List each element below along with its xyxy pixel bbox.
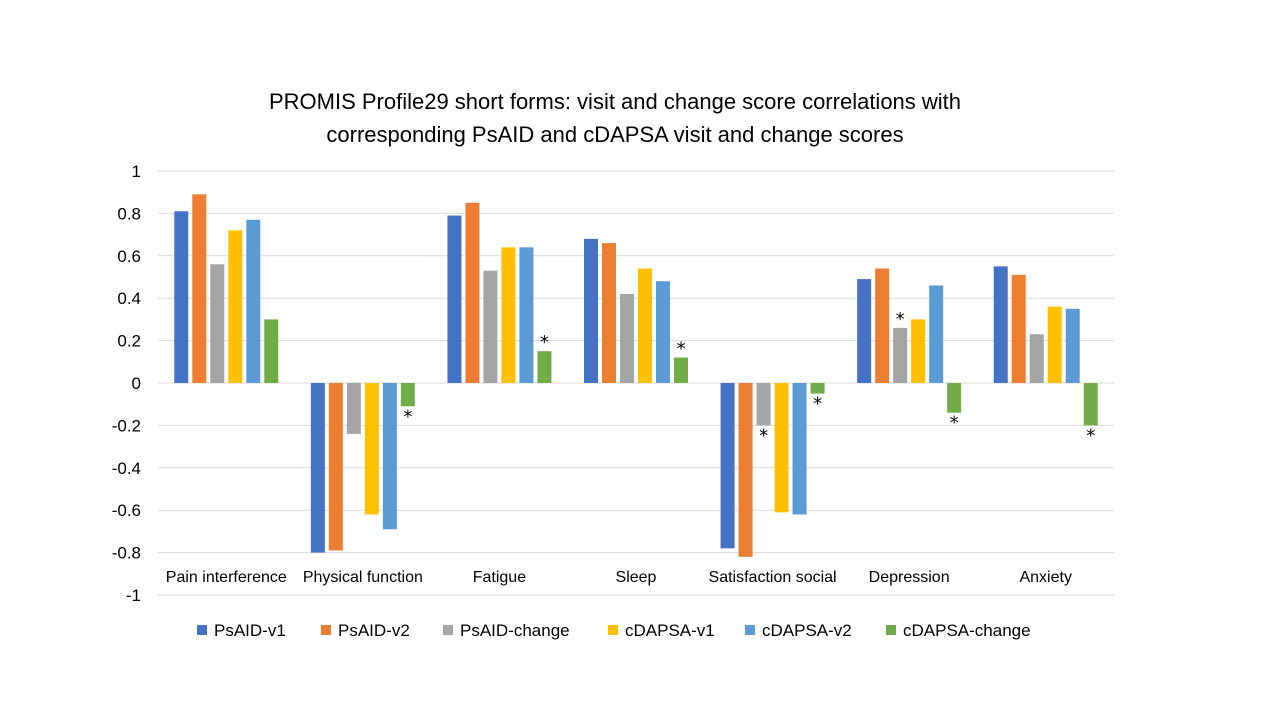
legend-swatch — [608, 625, 618, 635]
bar-psaid-change — [756, 383, 771, 426]
y-tick-label: 0 — [132, 374, 141, 393]
x-category-label: Anxiety — [1019, 569, 1071, 586]
bar-psaid-change — [483, 270, 498, 383]
y-tick-label: 0.2 — [117, 332, 141, 351]
bar-psaid-v1 — [993, 266, 1008, 383]
y-tick-label: 0.8 — [117, 204, 141, 223]
bar-psaid-v2 — [1011, 274, 1026, 383]
bar-cdapsa-change — [400, 383, 415, 407]
bar-cdapsa-change — [810, 383, 825, 394]
chart-title: PROMIS Profile29 short forms: visit and … — [269, 89, 961, 147]
significance-marker: * — [813, 394, 822, 415]
chart-title-line-1: PROMIS Profile29 short forms: visit and … — [269, 89, 961, 114]
bar-psaid-v1 — [310, 383, 325, 553]
bar-cdapsa-v2 — [519, 247, 534, 383]
x-category-label: Satisfaction social — [709, 569, 837, 586]
legend-label: PsAID-v1 — [214, 621, 286, 640]
x-category-label: Physical function — [303, 569, 423, 586]
bar-cdapsa-change — [264, 319, 279, 383]
bar-psaid-v2 — [465, 202, 480, 383]
y-tick-label: -1 — [126, 586, 141, 605]
y-axis-ticks: 1 0.8 0.6 0.4 0.2 0 -0.2 -0.4 -0.6 -0.8 -1 — [112, 162, 141, 605]
gridlines — [158, 170, 1114, 596]
y-tick-label: -0.4 — [112, 459, 141, 478]
bar-cdapsa-v1 — [501, 247, 516, 383]
y-tick-label: -0.2 — [112, 416, 141, 435]
bar-cdapsa-v1 — [774, 383, 789, 513]
bar-psaid-v2 — [875, 268, 890, 383]
bar-psaid-change — [620, 293, 634, 383]
legend-swatch — [197, 625, 207, 635]
x-category-label: Depression — [869, 569, 950, 586]
x-category-label: Pain interference — [166, 569, 287, 586]
bars — [174, 194, 1098, 557]
bar-cdapsa-v2 — [792, 383, 807, 515]
bar-psaid-v1 — [584, 238, 598, 383]
y-tick-label: -0.8 — [112, 544, 141, 563]
x-category-label: Fatigue — [473, 569, 526, 586]
bar-psaid-change — [210, 264, 225, 383]
bar-cdapsa-v2 — [1065, 308, 1080, 383]
significance-marker: * — [540, 332, 549, 353]
y-tick-label: 0.4 — [117, 289, 141, 308]
bar-psaid-v2 — [192, 194, 207, 383]
annotations: * * * * * * * * — [403, 309, 1095, 447]
legend-label: cDAPSA-change — [903, 621, 1031, 640]
legend-swatch — [886, 625, 896, 635]
legend-label: PsAID-change — [460, 621, 570, 640]
legend-label: cDAPSA-v1 — [625, 621, 715, 640]
bar-psaid-change — [1029, 334, 1044, 383]
legend: PsAID-v1 PsAID-v2 PsAID-change cDAPSA-v1 cDA… — [197, 621, 1031, 640]
bar-cdapsa-v1 — [911, 319, 926, 383]
bar-cdapsa-v2 — [382, 383, 397, 530]
bar-cdapsa-v2 — [656, 281, 670, 383]
bar-psaid-change — [346, 383, 361, 434]
legend-label: cDAPSA-v2 — [762, 621, 852, 640]
bar-cdapsa-change — [947, 383, 962, 413]
x-category-label: Sleep — [616, 569, 657, 586]
legend-label: PsAID-v2 — [338, 621, 410, 640]
significance-marker: * — [403, 406, 412, 427]
bar-psaid-v2 — [738, 383, 753, 557]
y-tick-label: -0.6 — [112, 501, 141, 520]
bar-cdapsa-v1 — [638, 268, 652, 383]
significance-marker: * — [896, 309, 905, 330]
bar-psaid-change — [893, 327, 908, 383]
chart-title-line-2: corresponding PsAID and cDAPSA visit and… — [326, 122, 903, 147]
significance-marker: * — [950, 413, 959, 434]
y-tick-label: 0.6 — [117, 247, 141, 266]
bar-cdapsa-change — [674, 357, 688, 383]
bar-cdapsa-v1 — [228, 230, 243, 383]
bar-psaid-v2 — [602, 243, 616, 383]
bar-psaid-v2 — [328, 383, 343, 551]
x-axis-categories: Pain interference Physical function Fatigu… — [166, 569, 1072, 586]
bar-psaid-v1 — [857, 279, 872, 383]
bar-cdapsa-v1 — [1047, 306, 1062, 383]
bar-cdapsa-change — [1083, 383, 1098, 426]
bar-psaid-v1 — [174, 211, 189, 383]
bar-cdapsa-v1 — [364, 383, 379, 515]
bar-cdapsa-change — [537, 351, 552, 383]
bar-psaid-v1 — [720, 383, 735, 549]
legend-swatch — [321, 625, 331, 635]
significance-marker: * — [677, 339, 686, 360]
legend-swatch — [745, 625, 755, 635]
bar-psaid-v1 — [447, 215, 462, 383]
significance-marker: * — [1086, 425, 1095, 446]
significance-marker: * — [759, 425, 768, 446]
bar-cdapsa-v2 — [929, 285, 944, 383]
bar-cdapsa-v2 — [246, 219, 261, 383]
legend-swatch — [443, 625, 453, 635]
y-tick-label: 1 — [132, 162, 141, 181]
